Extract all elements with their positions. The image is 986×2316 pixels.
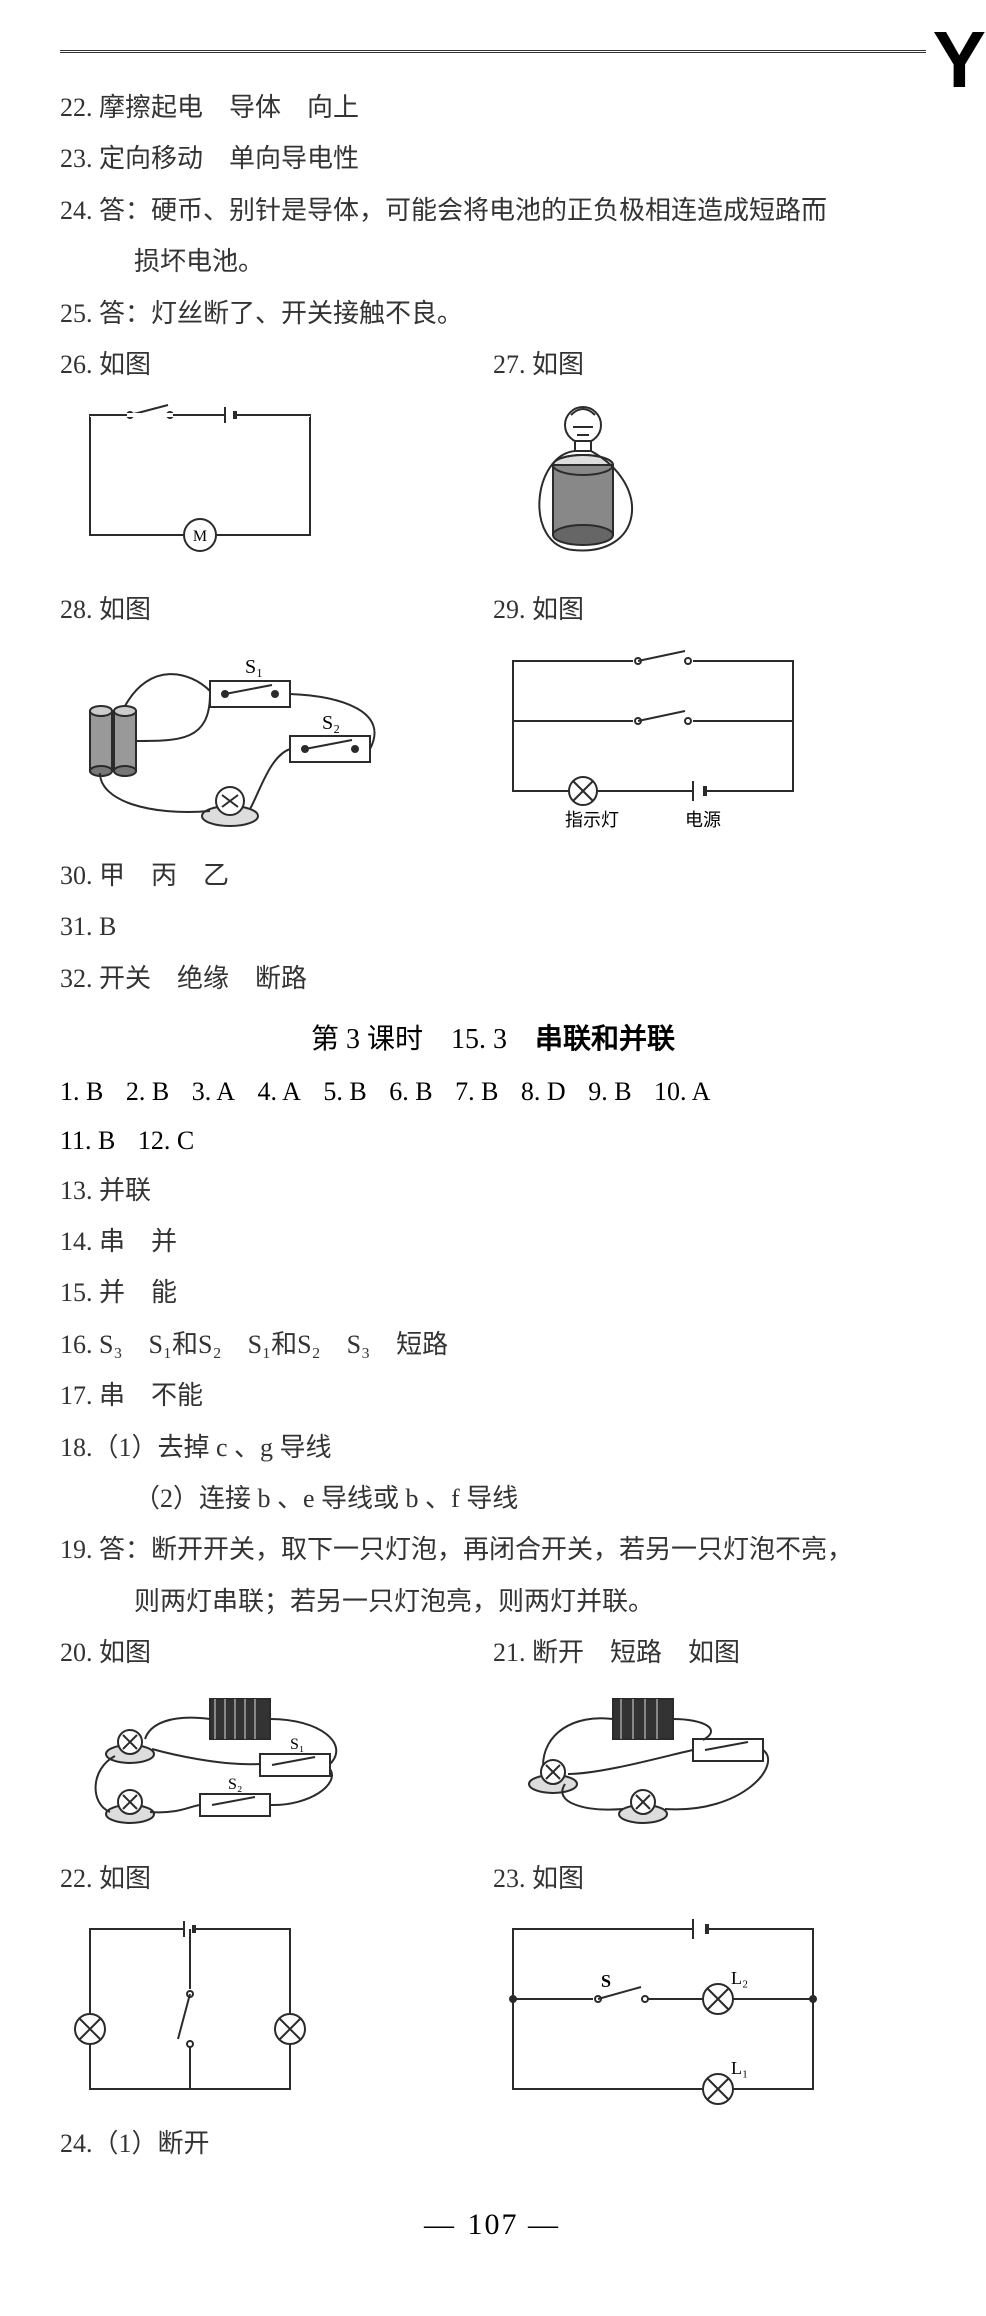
fig29-power-label: 电源 [685,810,721,830]
figure-27 [493,395,926,575]
answer-29: 29. 如图 [493,585,926,634]
answer-28: 28. 如图 [60,585,493,634]
answer-22c: 22. 如图 [60,1854,493,1903]
figure-20: S₁ S₂ [60,1684,493,1844]
answer-17b: 17. 串 不能 [60,1371,926,1420]
top-rule [60,50,926,53]
s2-label: S₂ [322,712,340,734]
answer-19b-2: 则两灯串联；若另一只灯泡亮，则两灯并联。 [60,1577,926,1626]
page-number: — 107 — [60,2208,926,2242]
mc-10: 10. A [654,1067,710,1116]
mc-5: 5. B [323,1067,366,1116]
fig29-lamp-label: 指示灯 [565,810,619,830]
motor-label: M [193,528,207,545]
answer-16b: 16. S₃ S₁和S₂ S₁和S₂ S₃ 短路 [60,1320,926,1369]
answer-18b-2: （2）连接 b 、e 导线或 b 、f 导线 [60,1474,926,1523]
answer-14b: 14. 串 并 [60,1217,926,1266]
s1-label-b: S₁ [290,1736,304,1753]
l2-label: L₂ [731,1968,748,1988]
answer-24c: 24.（1）断开 [60,2119,926,2168]
answer-24-line1: 24. 答：硬币、别针是导体，可能会将电池的正负极相连造成短路而 [60,186,926,235]
answer-19b-1: 19. 答：断开开关，取下一只灯泡，再闭合开关，若另一只灯泡不亮， [60,1525,926,1574]
answer-15b: 15. 并 能 [60,1268,926,1317]
figure-23: S L₂ L₁ [493,1909,926,2109]
mc-8: 8. D [521,1067,566,1116]
mc-row-2: 11. B 12. C [60,1116,926,1165]
s1-label: S₁ [245,656,263,678]
mc-12: 12. C [138,1116,194,1165]
answer-24-line2: 损坏电池。 [60,237,926,286]
corner-letter: Y [933,20,986,100]
answer-13b: 13. 并联 [60,1166,926,1215]
figure-22 [60,1909,493,2109]
s2-label-b: S₂ [228,1776,242,1793]
figure-28: S₁ S₂ [60,641,493,841]
answer-31: 31. B [60,902,926,951]
page-number-value: 107 [468,2208,519,2241]
mc-7: 7. B [455,1067,498,1116]
mc-4: 4. A [258,1067,301,1116]
answer-30: 30. 甲 丙 乙 [60,851,926,900]
answer-23: 23. 定向移动 单向导电性 [60,134,926,183]
figure-21 [493,1684,926,1844]
figure-29: 指示灯 电源 [493,641,926,841]
section-prefix: 第 3 课时 15. 3 [311,1024,535,1055]
section-bold: 串联和并联 [535,1023,675,1054]
document-page: Y 22. 摩擦起电 导体 向上 23. 定向移动 单向导电性 24. 答：硬币… [0,0,986,2316]
mc-1: 1. B [60,1067,103,1116]
mc-6: 6. B [389,1067,432,1116]
answer-22: 22. 摩擦起电 导体 向上 [60,83,926,132]
answer-32: 32. 开关 绝缘 断路 [60,954,926,1003]
l1-label: L₁ [731,2058,748,2078]
mc-11: 11. B [60,1116,115,1165]
answer-20b: 20. 如图 [60,1628,493,1677]
answer-21b: 21. 断开 短路 如图 [493,1628,926,1677]
answer-26: 26. 如图 [60,340,493,389]
answer-25: 25. 答：灯丝断了、开关接触不良。 [60,289,926,338]
answer-23c: 23. 如图 [493,1854,926,1903]
figure-26: M [60,395,493,555]
mc-3: 3. A [192,1067,235,1116]
answer-18b-1: 18.（1）去掉 c 、g 导线 [60,1423,926,1472]
mc-9: 9. B [588,1067,631,1116]
s-label: S [601,1971,611,1991]
section-title: 第 3 课时 15. 3 串联和并联 [60,1017,926,1057]
mc-2: 2. B [126,1067,169,1116]
answer-27: 27. 如图 [493,340,926,389]
mc-row-1: 1. B 2. B 3. A 4. A 5. B 6. B 7. B 8. D … [60,1067,926,1116]
